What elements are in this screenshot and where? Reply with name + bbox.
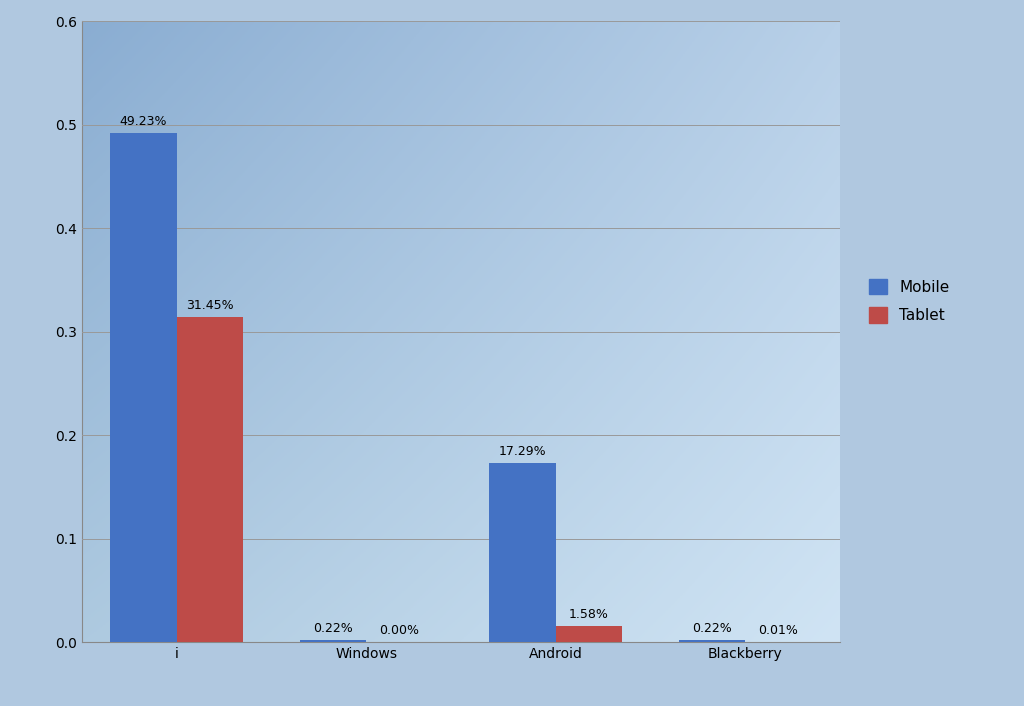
Bar [489, 463, 555, 642]
Text: 0.22%: 0.22% [692, 622, 732, 635]
Legend: Mobile, Tablet: Mobile, Tablet [862, 273, 955, 329]
Bar [300, 640, 366, 642]
Text: 49.23%: 49.23% [120, 114, 167, 128]
Text: 31.45%: 31.45% [186, 299, 233, 311]
Bar [176, 317, 243, 642]
Bar [679, 640, 745, 642]
Text: 0.00%: 0.00% [379, 624, 419, 638]
Text: 17.29%: 17.29% [499, 445, 546, 458]
Text: 1.58%: 1.58% [568, 608, 608, 621]
Text: 0.22%: 0.22% [313, 622, 353, 635]
Bar [555, 626, 622, 642]
Bar [111, 133, 176, 642]
Text: 0.01%: 0.01% [758, 624, 798, 638]
